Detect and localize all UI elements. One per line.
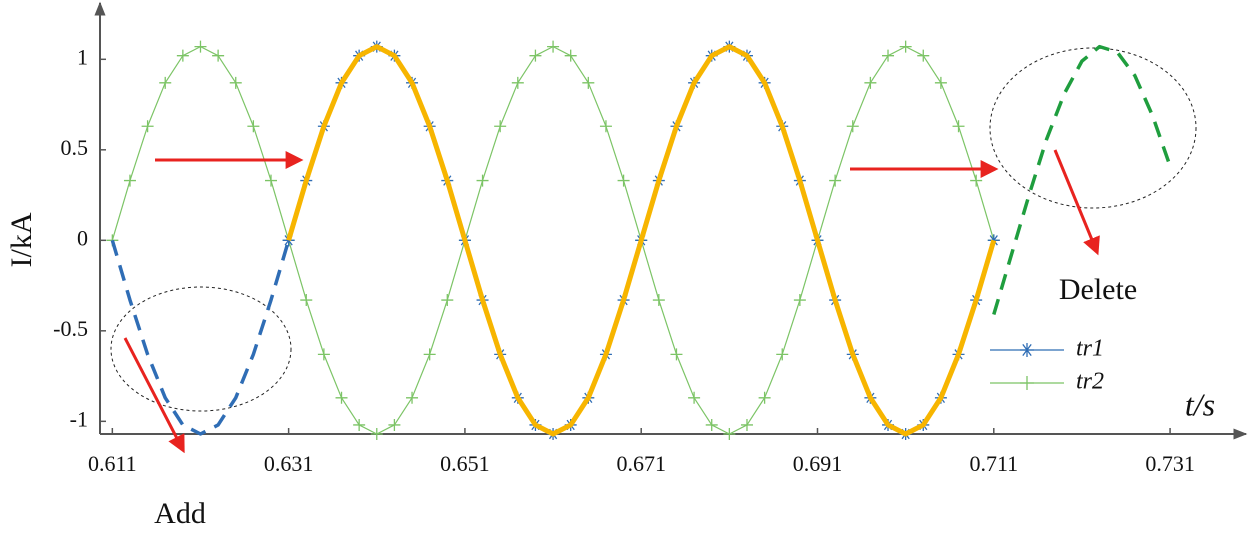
x-tick-label: 0.731 — [1145, 451, 1195, 476]
point-marker — [793, 294, 806, 307]
point-marker — [846, 120, 859, 133]
point-marker — [670, 348, 683, 361]
delete-ellipse — [989, 47, 1197, 209]
add-ellipse — [110, 286, 292, 412]
point-marker — [194, 40, 207, 53]
point-marker — [617, 174, 630, 187]
legend-label: tr2 — [1076, 369, 1104, 395]
point-marker — [564, 49, 577, 62]
point-marker — [159, 76, 172, 89]
point-marker — [229, 76, 242, 89]
point-marker — [529, 49, 542, 62]
plot-area — [106, 40, 1172, 440]
point-marker — [970, 174, 983, 187]
point-marker — [917, 49, 930, 62]
x-tick-label: 0.711 — [969, 451, 1018, 476]
point-marker — [176, 49, 189, 62]
point-marker — [758, 391, 771, 404]
annotation: Delete — [1059, 273, 1137, 306]
arrow — [123, 337, 185, 454]
point-marker — [705, 418, 718, 431]
point-marker — [776, 348, 789, 361]
y-tick-label: -1 — [70, 406, 88, 431]
y-tick-label: -0.5 — [53, 316, 88, 341]
point-marker — [494, 120, 507, 133]
point-marker — [123, 174, 136, 187]
y-tick-label: 0.5 — [61, 135, 89, 160]
point-marker — [370, 428, 383, 440]
point-marker — [652, 294, 665, 307]
x-tick-label: 0.631 — [264, 451, 314, 476]
point-marker — [141, 120, 154, 133]
x-tick-label: 0.611 — [88, 451, 137, 476]
point-marker — [882, 49, 895, 62]
point-marker — [247, 120, 260, 133]
point-marker — [740, 418, 753, 431]
point-marker — [441, 294, 454, 307]
series-line — [992, 44, 1172, 316]
annotation: Add — [154, 497, 206, 530]
point-marker — [300, 294, 313, 307]
point-marker — [406, 391, 419, 404]
y-axis-label: I/kA — [5, 212, 38, 267]
point-marker — [987, 234, 1000, 247]
point-marker — [582, 76, 595, 89]
x-tick-label: 0.671 — [616, 451, 666, 476]
point-marker — [829, 174, 842, 187]
point-marker — [599, 120, 612, 133]
series-line — [286, 44, 997, 437]
x-tick-label: 0.651 — [440, 451, 490, 476]
y-tick-label: 1 — [77, 44, 88, 69]
point-marker — [511, 76, 524, 89]
point-marker — [388, 418, 401, 431]
legend-label: tr1 — [1076, 336, 1104, 362]
point-marker — [212, 49, 225, 62]
point-marker — [423, 348, 436, 361]
series-line — [110, 239, 291, 436]
point-marker — [864, 76, 877, 89]
x-axis-label: t/s — [1185, 386, 1215, 422]
legend-marker — [1020, 376, 1034, 390]
point-marker — [934, 76, 947, 89]
point-marker — [723, 428, 736, 440]
point-marker — [353, 418, 366, 431]
point-marker — [688, 391, 701, 404]
x-tick-label: 0.691 — [793, 451, 843, 476]
point-marker — [317, 348, 330, 361]
point-marker — [476, 174, 489, 187]
point-marker — [952, 120, 965, 133]
point-marker — [547, 40, 560, 53]
legend-marker — [1020, 343, 1034, 357]
point-marker — [265, 174, 278, 187]
y-tick-label: 0 — [77, 225, 88, 250]
arrow — [1053, 149, 1100, 256]
point-marker — [335, 391, 348, 404]
point-marker — [899, 40, 912, 53]
